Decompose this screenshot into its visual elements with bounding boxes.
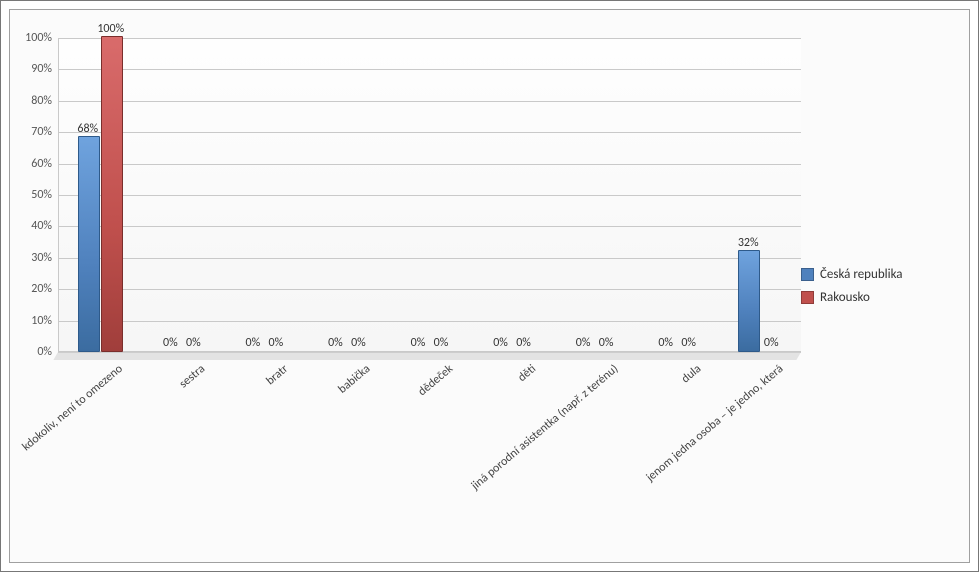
data-label: 0% [186,336,201,350]
legend-label-cz: Česká republika [820,267,903,282]
x-tick-label: dula [679,362,704,386]
y-tick-label: 30% [31,251,52,265]
data-label: 100% [97,22,124,36]
y-tick-label: 60% [31,157,52,171]
data-label: 68% [77,122,98,136]
data-label: 0% [163,336,178,350]
x-axis-labels: kdokoliv, není to omezenosestrabratrbabi… [58,352,801,562]
bar-cz [738,250,760,352]
legend-label-at: Rakousko [820,290,870,305]
legend: Česká republika Rakousko [801,10,969,562]
y-tick-label: 10% [31,314,52,328]
x-tick-label: děti [515,362,538,385]
bar-cz [78,136,100,352]
y-tick-label: 50% [31,188,52,202]
data-label: 32% [738,236,759,250]
data-label: 0% [351,336,366,350]
legend-entry-cz: Česká republika [801,267,959,282]
y-tick-label: 90% [31,62,52,76]
y-tick-label: 0% [37,345,52,359]
data-label: 0% [328,336,343,350]
y-tick-label: 100% [25,31,52,45]
data-label: 0% [246,336,261,350]
data-label: 0% [681,336,696,350]
data-label: 0% [599,336,614,350]
x-tick-label: bratr [264,362,291,388]
y-tick-label: 20% [31,282,52,296]
data-label: 0% [516,336,531,350]
chart-panel: 0% 10% 20% 30% 40% 50% 60% 70% 80% 90% 100% 68% 100… [9,9,970,563]
chart-outer-frame: 0% 10% 20% 30% 40% 50% 60% 70% 80% 90% 100% 68% 100… [0,0,979,572]
data-label: 0% [269,336,284,350]
plot-wrap: 0% 10% 20% 30% 40% 50% 60% 70% 80% 90% 100% 68% 100… [10,10,801,562]
data-label: 0% [411,336,426,350]
bars-layer: 68%100%0%0%0%0%0%0%0%0%0%0%0%0%0%0%32%0% [58,38,801,352]
data-label: 0% [764,336,779,350]
y-tick-label: 80% [31,94,52,108]
data-label: 0% [493,336,508,350]
x-tick-label: dědeček [416,362,456,399]
data-label: 0% [576,336,591,350]
y-tick-label: 40% [31,219,52,233]
x-tick-label: sestra [177,362,208,391]
plot-area: 68%100%0%0%0%0%0%0%0%0%0%0%0%0%0%0%32%0%… [58,38,801,352]
y-axis: 0% 10% 20% 30% 40% 50% 60% 70% 80% 90% 100% [10,10,58,562]
legend-swatch-cz [801,268,814,281]
x-tick-label: jenom jedna osoba – je jedno, která [644,362,786,485]
y-tick-label: 70% [31,125,52,139]
legend-swatch-at [801,291,814,304]
data-label: 0% [434,336,449,350]
x-tick-label: babička [336,362,373,397]
x-tick-label: jiná porodní asistentka (např. z terénu) [469,362,621,493]
legend-entry-at: Rakousko [801,290,959,305]
data-label: 0% [658,336,673,350]
bar-at [101,36,123,352]
